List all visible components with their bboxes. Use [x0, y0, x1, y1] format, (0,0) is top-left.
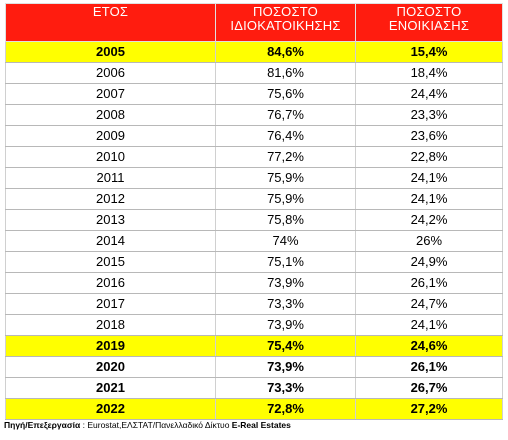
- header-rent: ΠΟΣΟΣΤΟ ΕΝΟΙΚΙΑΣΗΣ: [355, 3, 503, 42]
- cell-year: 2018: [5, 314, 216, 336]
- cell-year: 2008: [5, 104, 216, 126]
- cell-ownership: 73,3%: [215, 293, 356, 315]
- ownership-rent-table: ΕΤΟΣ ΠΟΣΟΣΤΟ ΙΔΙΟΚΑΤΟΙΚΗΣΗΣ ΠΟΣΟΣΤΟ ΕΝΟΙ…: [5, 3, 503, 420]
- cell-ownership: 76,7%: [215, 104, 356, 126]
- table-row: 2016 73,9% 26,1%: [5, 272, 503, 294]
- cell-ownership: 74%: [215, 230, 356, 252]
- table-row: 2021 73,3% 26,7%: [5, 377, 503, 399]
- cell-year: 2011: [5, 167, 216, 189]
- header-ownership: ΠΟΣΟΣΤΟ ΙΔΙΟΚΑΤΟΙΚΗΣΗΣ: [215, 3, 356, 42]
- table-body: 2005 84,6% 15,4% 2006 81,6% 18,4% 2007 75,6% 24,…: [5, 41, 503, 420]
- cell-rent: 26,1%: [355, 356, 503, 378]
- cell-rent: 24,4%: [355, 83, 503, 105]
- cell-ownership: 73,9%: [215, 272, 356, 294]
- cell-rent: 15,4%: [355, 41, 503, 63]
- cell-rent: 26,1%: [355, 272, 503, 294]
- cell-rent: 24,2%: [355, 209, 503, 231]
- cell-rent: 23,6%: [355, 125, 503, 147]
- cell-ownership: 73,9%: [215, 356, 356, 378]
- cell-year: 2014: [5, 230, 216, 252]
- cell-year: 2017: [5, 293, 216, 315]
- table-row: 2019 75,4% 24,6%: [5, 335, 503, 357]
- table-row: 2009 76,4% 23,6%: [5, 125, 503, 147]
- table-row: 2005 84,6% 15,4%: [5, 41, 503, 63]
- cell-rent: 18,4%: [355, 62, 503, 84]
- table-row: 2020 73,9% 26,1%: [5, 356, 503, 378]
- cell-ownership: 77,2%: [215, 146, 356, 168]
- cell-ownership: 72,8%: [215, 398, 356, 420]
- cell-year: 2007: [5, 83, 216, 105]
- cell-rent: 24,6%: [355, 335, 503, 357]
- table-row: 2014 74% 26%: [5, 230, 503, 252]
- cell-ownership: 73,3%: [215, 377, 356, 399]
- table-row: 2011 75,9% 24,1%: [5, 167, 503, 189]
- table-row: 2018 73,9% 24,1%: [5, 314, 503, 336]
- cell-ownership: 75,8%: [215, 209, 356, 231]
- cell-ownership: 76,4%: [215, 125, 356, 147]
- cell-year: 2012: [5, 188, 216, 210]
- cell-year: 2013: [5, 209, 216, 231]
- data-table-container: ΕΤΟΣ ΠΟΣΟΣΤΟ ΙΔΙΟΚΑΤΟΙΚΗΣΗΣ ΠΟΣΟΣΤΟ ΕΝΟΙ…: [5, 3, 503, 420]
- table-row: 2006 81,6% 18,4%: [5, 62, 503, 84]
- cell-year: 2005: [5, 41, 216, 63]
- cell-year: 2022: [5, 398, 216, 420]
- cell-ownership: 75,1%: [215, 251, 356, 273]
- cell-rent: 26,7%: [355, 377, 503, 399]
- cell-ownership: 81,6%: [215, 62, 356, 84]
- cell-year: 2019: [5, 335, 216, 357]
- cell-ownership: 75,6%: [215, 83, 356, 105]
- source-label: Πηγή/Επεξεργασία: [4, 420, 81, 430]
- table-row: 2007 75,6% 24,4%: [5, 83, 503, 105]
- header-ownership-line1: ΠΟΣΟΣΤΟ: [253, 4, 318, 19]
- header-rent-line1: ΠΟΣΟΣΤΟ: [396, 4, 462, 19]
- cell-rent: 24,1%: [355, 314, 503, 336]
- cell-year: 2016: [5, 272, 216, 294]
- cell-ownership: 73,9%: [215, 314, 356, 336]
- source-brand: E-Real Estates: [231, 420, 291, 430]
- cell-rent: 24,9%: [355, 251, 503, 273]
- cell-rent: 26%: [355, 230, 503, 252]
- table-row: 2010 77,2% 22,8%: [5, 146, 503, 168]
- cell-year: 2009: [5, 125, 216, 147]
- header-rent-line2: ΕΝΟΙΚΙΑΣΗΣ: [388, 18, 470, 33]
- header-year: ΕΤΟΣ: [5, 3, 216, 42]
- cell-ownership: 75,4%: [215, 335, 356, 357]
- cell-rent: 24,1%: [355, 167, 503, 189]
- table-row: 2017 73,3% 24,7%: [5, 293, 503, 315]
- cell-ownership: 84,6%: [215, 41, 356, 63]
- cell-rent: 23,3%: [355, 104, 503, 126]
- table-header-row: ΕΤΟΣ ΠΟΣΟΣΤΟ ΙΔΙΟΚΑΤΟΙΚΗΣΗΣ ΠΟΣΟΣΤΟ ΕΝΟΙ…: [5, 3, 503, 42]
- cell-year: 2020: [5, 356, 216, 378]
- cell-rent: 24,7%: [355, 293, 503, 315]
- source-text: : Eurostat,ΕΛΣΤΑΤ/Πανελλαδικό Δίκτυο: [80, 420, 232, 430]
- cell-rent: 27,2%: [355, 398, 503, 420]
- table-row: 2012 75,9% 24,1%: [5, 188, 503, 210]
- header-year-label: ΕΤΟΣ: [92, 4, 129, 19]
- table-row: 2013 75,8% 24,2%: [5, 209, 503, 231]
- cell-year: 2006: [5, 62, 216, 84]
- table-row: 2015 75,1% 24,9%: [5, 251, 503, 273]
- cell-ownership: 75,9%: [215, 188, 356, 210]
- cell-year: 2015: [5, 251, 216, 273]
- header-ownership-line2: ΙΔΙΟΚΑΤΟΙΚΗΣΗΣ: [230, 18, 341, 33]
- source-note: Πηγή/Επεξεργασία : Eurostat,ΕΛΣΤΑΤ/Πανελ…: [4, 419, 291, 431]
- table-row: 2008 76,7% 23,3%: [5, 104, 503, 126]
- cell-rent: 24,1%: [355, 188, 503, 210]
- cell-rent: 22,8%: [355, 146, 503, 168]
- cell-ownership: 75,9%: [215, 167, 356, 189]
- cell-year: 2010: [5, 146, 216, 168]
- cell-year: 2021: [5, 377, 216, 399]
- table-row: 2022 72,8% 27,2%: [5, 398, 503, 420]
